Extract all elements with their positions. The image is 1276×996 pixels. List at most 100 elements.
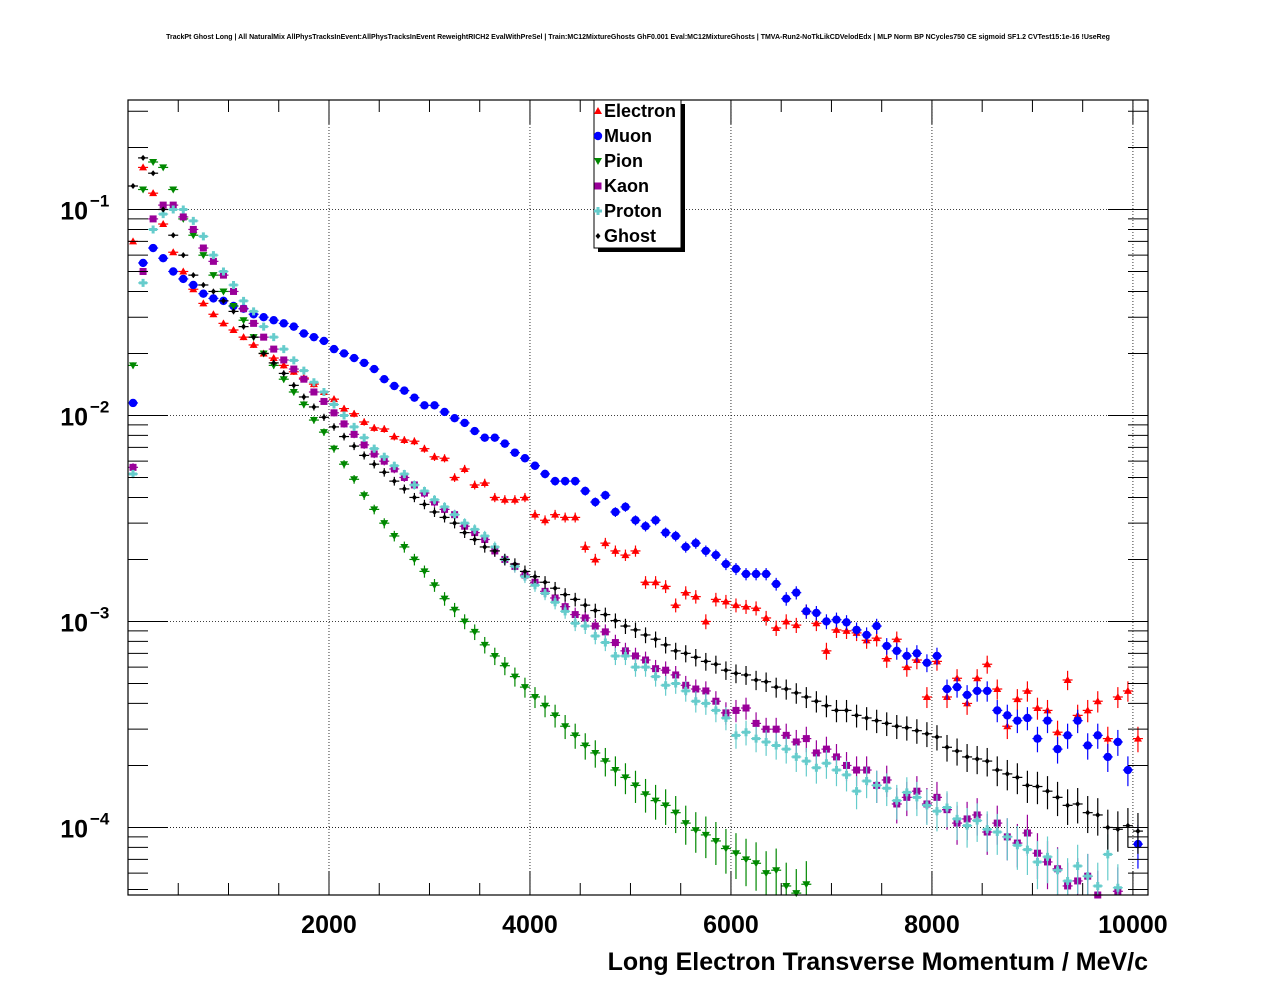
data-point [983, 686, 992, 696]
data-point [530, 693, 539, 701]
data-point [249, 307, 258, 316]
data-point [289, 322, 299, 331]
data-point [450, 510, 459, 519]
data-point [541, 702, 550, 710]
y-tick-exponent: −2 [90, 397, 109, 416]
data-point [129, 469, 138, 478]
data-point [701, 831, 710, 839]
data-point [370, 364, 379, 374]
data-point [572, 596, 578, 603]
data-point [904, 724, 910, 731]
data-point [731, 731, 740, 740]
legend-marker-kaon [594, 182, 602, 190]
data-point [169, 205, 178, 214]
data-point [762, 737, 771, 746]
data-point [1063, 731, 1072, 740]
data-point [330, 445, 339, 453]
data-point [984, 758, 990, 765]
data-point [962, 690, 972, 700]
data-point [1113, 737, 1123, 747]
data-point [783, 686, 789, 693]
data-point [311, 403, 317, 410]
data-point [802, 881, 811, 889]
data-point [752, 860, 761, 868]
data-point [723, 667, 729, 674]
data-point [683, 650, 689, 657]
data-point [239, 296, 248, 305]
data-point [1033, 857, 1042, 866]
data-point [884, 720, 890, 727]
data-point [702, 687, 710, 695]
data-point [882, 784, 891, 793]
data-point [280, 356, 288, 364]
data-point [721, 597, 730, 605]
data-point [169, 201, 177, 209]
data-point [892, 796, 901, 805]
data-point [964, 753, 970, 760]
data-point [490, 652, 499, 660]
legend-label-electron: Electron [604, 101, 676, 121]
x-tick-label: 8000 [904, 911, 960, 939]
data-point [852, 787, 861, 796]
data-point [149, 159, 158, 167]
data-point [812, 749, 820, 757]
data-point [360, 417, 369, 425]
data-point [874, 717, 880, 724]
data-point [219, 267, 228, 276]
data-point [510, 495, 519, 503]
data-point [681, 820, 690, 828]
data-point [792, 752, 801, 761]
data-point [701, 546, 711, 556]
legend-label-kaon: Kaon [604, 176, 649, 196]
x-tick-label: 10000 [1098, 911, 1168, 939]
data-point [882, 641, 891, 651]
legend-label-pion: Pion [604, 151, 643, 171]
data-point [440, 454, 449, 462]
data-point [742, 856, 751, 864]
legend-label-ghost: Ghost [604, 226, 656, 246]
data-point [601, 539, 610, 547]
data-point [601, 628, 609, 636]
data-point [199, 244, 207, 252]
data-point [661, 802, 670, 810]
data-point [661, 582, 670, 590]
data-point [922, 692, 931, 700]
data-point [832, 625, 841, 633]
data-point [341, 433, 347, 440]
data-point [241, 323, 247, 330]
data-point [772, 623, 781, 631]
data-point [420, 444, 429, 452]
data-point [1055, 794, 1061, 801]
data-point [581, 486, 590, 496]
data-point [974, 755, 980, 762]
data-point [189, 280, 198, 290]
series-pion [128, 159, 812, 898]
data-point [269, 316, 278, 325]
data-point [442, 514, 448, 521]
data-point [973, 674, 982, 682]
data-point [329, 344, 339, 354]
data-point [1075, 800, 1081, 807]
data-point [360, 492, 369, 500]
data-point [340, 404, 349, 412]
data-point [1045, 788, 1051, 795]
data-point [1135, 828, 1141, 835]
legend-marker-proton [594, 207, 602, 215]
data-point [571, 732, 580, 740]
data-point [591, 749, 600, 757]
data-point [581, 622, 590, 631]
data-point [954, 748, 960, 755]
data-point [512, 561, 518, 568]
data-point [492, 547, 498, 554]
data-point [129, 362, 138, 370]
x-tick-label: 6000 [703, 911, 759, 939]
data-point [189, 216, 198, 225]
data-point [149, 225, 158, 234]
data-point [1093, 881, 1102, 890]
data-point [350, 409, 359, 417]
data-point [561, 607, 570, 616]
data-point [601, 638, 610, 647]
data-point [400, 436, 409, 444]
data-point [158, 254, 168, 263]
data-point [914, 727, 920, 734]
